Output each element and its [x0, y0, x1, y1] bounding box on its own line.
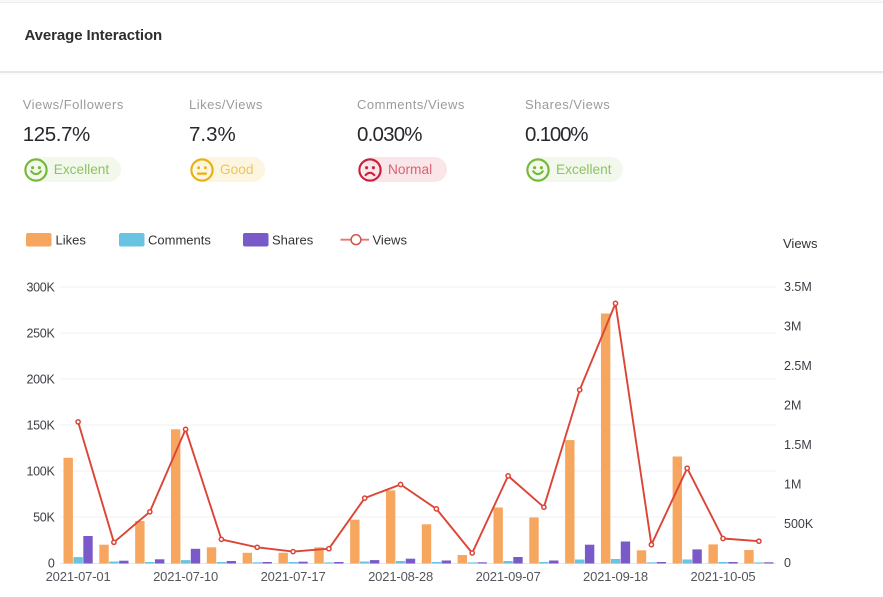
svg-text:200K: 200K: [27, 372, 56, 386]
svg-text:2021-10-05: 2021-10-05: [691, 569, 756, 584]
svg-text:50K: 50K: [33, 510, 55, 524]
svg-text:1.5M: 1.5M: [784, 438, 812, 452]
svg-text:2.5M: 2.5M: [784, 359, 812, 373]
svg-text:2021-09-18: 2021-09-18: [583, 569, 648, 584]
svg-text:Shares: Shares: [272, 233, 314, 248]
svg-text:3M: 3M: [784, 320, 801, 334]
svg-text:2M: 2M: [784, 399, 801, 413]
svg-text:Likes: Likes: [56, 233, 87, 248]
svg-text:2021-07-10: 2021-07-10: [153, 569, 218, 584]
svg-text:1M: 1M: [784, 477, 801, 491]
svg-text:2021-08-28: 2021-08-28: [368, 569, 433, 584]
svg-text:Views: Views: [373, 233, 408, 248]
svg-text:Comments: Comments: [148, 233, 211, 248]
svg-text:Views: Views: [783, 236, 818, 251]
svg-text:2021-07-17: 2021-07-17: [261, 569, 326, 584]
svg-text:3.5M: 3.5M: [784, 280, 812, 294]
svg-text:250K: 250K: [27, 326, 56, 340]
svg-text:0: 0: [784, 556, 791, 570]
svg-text:300K: 300K: [27, 280, 56, 294]
svg-text:0: 0: [48, 556, 55, 570]
svg-text:2021-09-07: 2021-09-07: [476, 569, 541, 584]
svg-text:500K: 500K: [784, 517, 814, 531]
svg-text:2021-07-01: 2021-07-01: [46, 569, 111, 584]
svg-text:150K: 150K: [27, 418, 56, 432]
svg-text:100K: 100K: [27, 464, 56, 478]
